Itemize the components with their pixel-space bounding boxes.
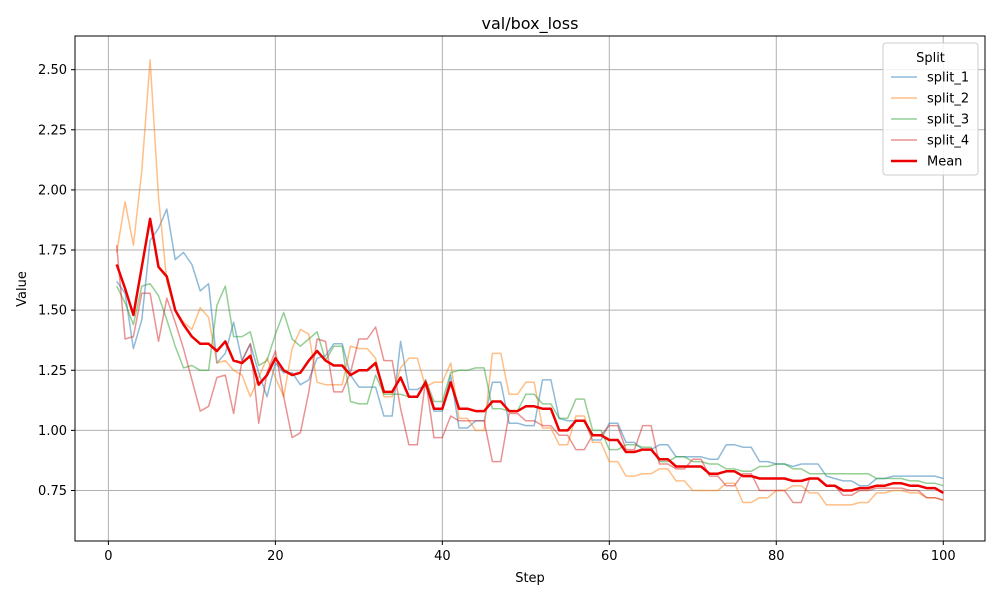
- y-axis: 0.75 1.00 1.25 1.50 1.75 2.00 2.25 2.50: [38, 63, 75, 499]
- y-tick-label: 1.00: [38, 424, 67, 439]
- x-axis: 0 20 40 60 80 100: [104, 541, 956, 564]
- y-tick-label: 1.50: [38, 304, 67, 319]
- legend-label-split_2: split_2: [927, 92, 969, 107]
- series-line-split_1: [116, 208, 944, 487]
- legend-label-split_4: split_4: [927, 134, 969, 149]
- series-lines: [115, 59, 944, 506]
- series-line-mean: [115, 217, 944, 494]
- series-line-split_4: [115, 245, 944, 504]
- y-tick-label: 2.50: [38, 63, 67, 78]
- plot-frame: [74, 35, 986, 542]
- x-tick-label: 80: [768, 549, 785, 564]
- y-axis-label: Value: [15, 271, 30, 307]
- y-tick-label: 2.25: [38, 123, 67, 138]
- legend-label-split_3: split_3: [927, 113, 969, 128]
- x-tick-label: 100: [931, 549, 956, 564]
- x-tick-label: 40: [434, 549, 451, 564]
- y-tick-label: 0.75: [38, 484, 67, 499]
- x-tick-label: 0: [104, 549, 112, 564]
- legend-title: Split: [916, 51, 945, 66]
- legend-label-split_1: split_1: [927, 71, 969, 86]
- x-axis-label: Step: [515, 571, 545, 586]
- x-tick-label: 60: [601, 549, 618, 564]
- chart-title: val/box_loss: [482, 14, 579, 34]
- grid: [75, 36, 985, 541]
- legend: Split split_1 split_2 split_3 split_4 Mean: [882, 42, 979, 176]
- y-tick-label: 2.00: [38, 183, 67, 198]
- y-tick-label: 1.25: [38, 364, 67, 379]
- legend-box: [882, 42, 979, 176]
- series-line-split_3: [116, 282, 944, 487]
- x-tick-label: 20: [267, 549, 284, 564]
- legend-label-mean: Mean: [927, 155, 962, 170]
- y-tick-label: 1.75: [38, 244, 67, 259]
- series-line-split_2: [115, 59, 944, 506]
